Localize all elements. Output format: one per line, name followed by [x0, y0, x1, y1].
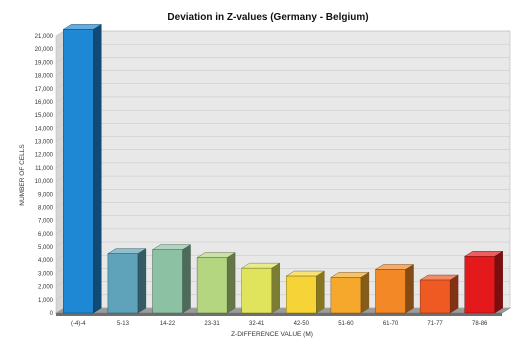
y-tick-label: 8,000 — [38, 205, 54, 211]
y-tick-label: 17,000 — [35, 87, 54, 93]
gridline-side — [55, 43, 65, 50]
x-tick-label: 5-13 — [117, 321, 130, 327]
bar-side — [494, 250, 503, 314]
gridline-side — [55, 281, 65, 287]
gridline-side — [55, 307, 65, 314]
bar-side — [271, 262, 280, 314]
bar — [151, 244, 192, 314]
gridline-side — [55, 202, 65, 208]
x-tick-label: 61-70 — [383, 321, 399, 327]
bar — [464, 250, 504, 314]
y-tick-label: 21,000 — [35, 34, 54, 40]
chart-title: Deviation in Z-values (Germany - Belgium… — [167, 12, 368, 23]
bar-front — [286, 275, 317, 314]
bar-side — [449, 274, 459, 314]
gridline-side — [55, 123, 65, 129]
y-tick-label: 9,000 — [38, 192, 54, 198]
y-tick-label: 4,000 — [38, 258, 54, 264]
bar — [196, 252, 236, 314]
y-tick-label: 18,000 — [35, 74, 54, 80]
bar-front — [152, 249, 183, 314]
gridline-side — [55, 215, 65, 221]
y-tick-label: 5,000 — [38, 245, 54, 251]
bar — [62, 24, 102, 314]
gridline-side — [55, 241, 65, 248]
x-tick-label: 32-41 — [249, 321, 265, 327]
x-tick-label: (-4)-4 — [71, 321, 86, 327]
bar-front — [107, 253, 139, 314]
x-axis-title: Z-DIFFERENCE VALUE (M) — [231, 331, 313, 338]
y-axis-title: NUMBER OF CELLS — [19, 144, 26, 206]
gridline-side — [55, 57, 65, 63]
gridline-side — [55, 189, 65, 195]
gridline-side — [55, 83, 65, 89]
y-tick-label: 20,000 — [35, 47, 54, 53]
y-tick-label: 7,000 — [38, 219, 54, 225]
bar — [107, 248, 147, 314]
y-tick-label: 1,000 — [38, 298, 54, 304]
x-tick-label: 23-31 — [204, 321, 220, 327]
gridline-side — [55, 30, 65, 37]
plot-floor-edge — [56, 313, 502, 316]
y-tick-label: 12,000 — [35, 153, 54, 159]
bar-front — [196, 257, 228, 314]
bar-side — [360, 272, 370, 314]
y-tick-label: 6,000 — [38, 232, 54, 238]
y-tick-label: 0 — [50, 311, 54, 317]
bar-side — [93, 24, 102, 314]
gridline-side — [55, 228, 65, 235]
bar-side — [226, 252, 236, 314]
gridline-side — [55, 255, 65, 261]
bar-front — [63, 29, 94, 314]
bar-front — [241, 267, 272, 314]
gridline-side — [55, 96, 65, 103]
y-tick-label: 19,000 — [35, 60, 54, 66]
y-tick-label: 11,000 — [35, 166, 54, 172]
y-tick-label: 13,000 — [35, 140, 54, 146]
bar — [419, 274, 459, 314]
gridline-side — [55, 294, 65, 301]
bar-side — [405, 264, 414, 314]
bar-front — [419, 279, 451, 314]
bar — [330, 272, 370, 314]
x-tick-label: 71-77 — [427, 321, 443, 327]
bar-front — [330, 277, 362, 314]
y-tick-label: 15,000 — [35, 113, 54, 119]
y-tick-label: 2,000 — [38, 285, 54, 291]
bar-side — [182, 244, 191, 314]
bar — [285, 270, 325, 314]
bar — [241, 262, 281, 314]
x-tick-label: 42-50 — [294, 321, 310, 327]
bar-side — [316, 270, 325, 314]
gridline-side — [55, 70, 65, 76]
bar — [374, 264, 415, 314]
gridline-side — [55, 175, 65, 182]
x-tick-label: 78-86 — [472, 321, 488, 327]
gridline-side — [55, 109, 65, 116]
x-tick-label: 51-60 — [338, 321, 354, 327]
y-tick-label: 3,000 — [38, 271, 54, 277]
gridline-side — [55, 268, 65, 274]
y-tick-label: 14,000 — [35, 126, 54, 132]
bar-front — [375, 269, 406, 314]
bar-side — [137, 248, 147, 314]
y-tick-label: 16,000 — [35, 100, 54, 106]
gridline-side — [55, 162, 65, 169]
gridline-side — [55, 149, 65, 155]
gridline-side — [55, 136, 65, 142]
bar-front — [464, 256, 495, 314]
x-tick-label: 14-22 — [160, 321, 176, 327]
y-tick-label: 10,000 — [35, 179, 54, 185]
